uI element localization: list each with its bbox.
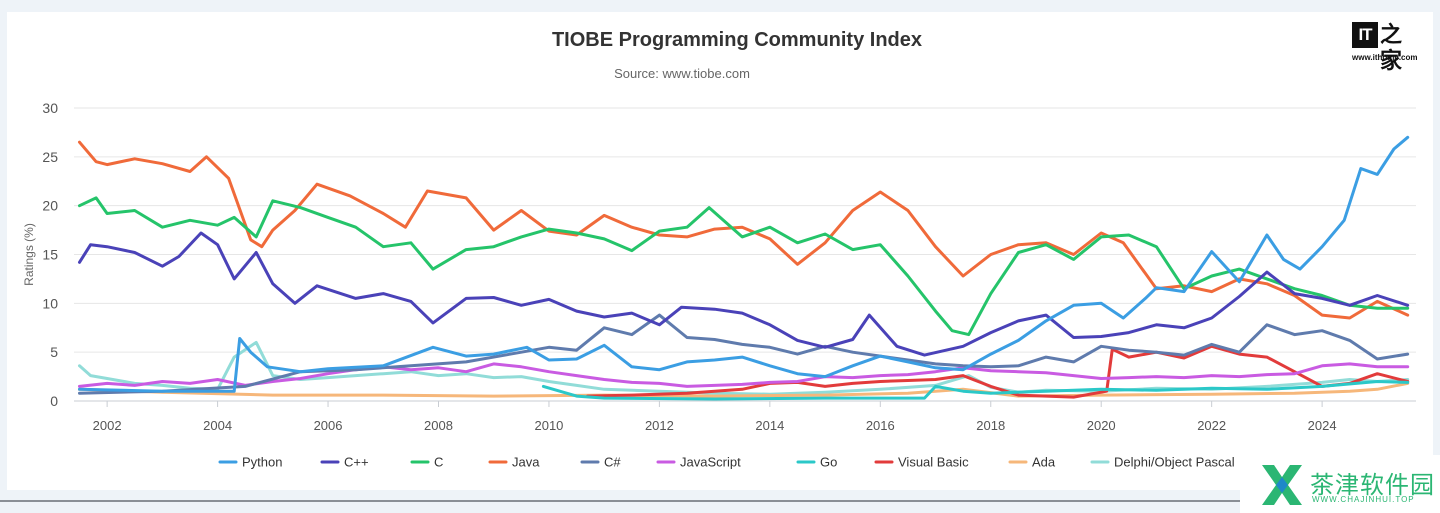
legend-label-javascript: JavaScript bbox=[680, 455, 741, 470]
watermark: 茶津软件园 WWW.CHAJINHUI.TOP bbox=[1240, 455, 1440, 513]
legend-label-c: C# bbox=[604, 455, 621, 470]
chart-card bbox=[7, 12, 1433, 490]
x-tick-label: 2004 bbox=[203, 418, 232, 433]
y-tick-label: 10 bbox=[42, 295, 58, 311]
x-tick-label: 2022 bbox=[1197, 418, 1226, 433]
x-tick-label: 2014 bbox=[755, 418, 784, 433]
series-line-c bbox=[78, 196, 1410, 337]
legend-label-c: C bbox=[434, 455, 443, 470]
x-tick-label: 2006 bbox=[314, 418, 343, 433]
watermark-url: WWW.CHAJINHUI.TOP bbox=[1312, 495, 1415, 504]
legend-label-ada: Ada bbox=[1032, 455, 1056, 470]
legend-label-python: Python bbox=[242, 455, 282, 470]
series-line-java bbox=[78, 140, 1410, 320]
y-tick-label: 15 bbox=[42, 247, 58, 263]
x-tick-label: 2008 bbox=[424, 418, 453, 433]
ithome-logo: IT 之家 www.ithome.com bbox=[1352, 22, 1418, 73]
y-tick-label: 5 bbox=[50, 344, 58, 360]
logo-mark: IT bbox=[1352, 22, 1378, 48]
y-tick-label: 30 bbox=[42, 100, 58, 116]
watermark-x-icon bbox=[1262, 465, 1302, 505]
legend-label-delphi-object-pascal: Delphi/Object Pascal bbox=[1114, 455, 1235, 470]
y-tick-label: 0 bbox=[50, 393, 58, 409]
x-tick-label: 2012 bbox=[645, 418, 674, 433]
x-tick-label: 2002 bbox=[93, 418, 122, 433]
logo-url: www.ithome.com bbox=[1352, 53, 1418, 62]
bottom-divider bbox=[0, 500, 1240, 502]
series-line-ada bbox=[78, 381, 1410, 398]
x-tick-label: 2020 bbox=[1087, 418, 1116, 433]
y-tick-label: 25 bbox=[42, 149, 58, 165]
series-line-c bbox=[78, 313, 1410, 395]
logo-glyph: 之家 bbox=[1380, 22, 1403, 73]
series-line-go bbox=[541, 380, 1410, 401]
x-tick-label: 2024 bbox=[1308, 418, 1337, 433]
y-axis-label: Ratings (%) bbox=[22, 223, 36, 286]
x-tick-label: 2018 bbox=[976, 418, 1005, 433]
watermark-name: 茶津软件园 bbox=[1310, 471, 1435, 499]
legend-label-visual-basic: Visual Basic bbox=[898, 455, 969, 470]
x-tick-label: 2016 bbox=[866, 418, 895, 433]
series-line-c bbox=[78, 231, 1410, 357]
legend-label-go: Go bbox=[820, 455, 837, 470]
y-tick-label: 20 bbox=[42, 198, 58, 214]
legend-label-c: C++ bbox=[344, 455, 369, 470]
legend-label-java: Java bbox=[512, 455, 540, 470]
series-line-python bbox=[78, 135, 1410, 393]
chart-subtitle: Source: www.tiobe.com bbox=[614, 66, 750, 81]
chart-title: TIOBE Programming Community Index bbox=[551, 29, 923, 51]
x-tick-label: 2010 bbox=[534, 418, 563, 433]
series-line-javascript bbox=[78, 362, 1410, 388]
